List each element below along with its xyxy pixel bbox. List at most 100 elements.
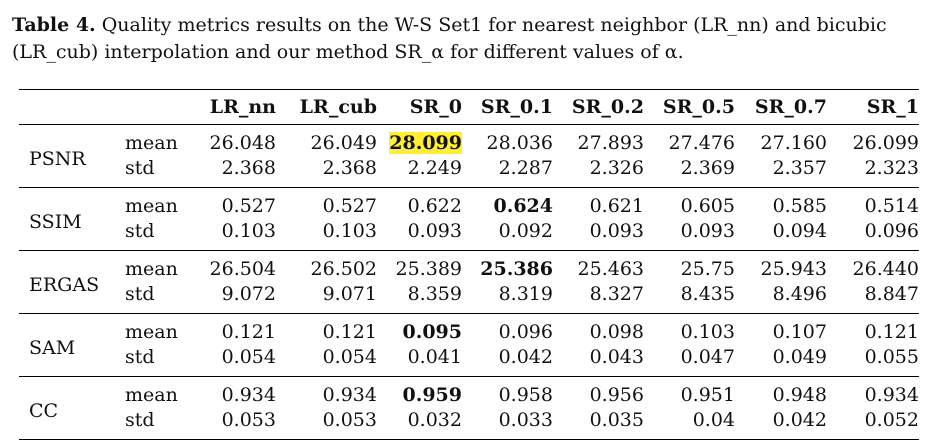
caption-label: Table 4. [12, 14, 96, 36]
stat-label: std [125, 219, 155, 242]
table-cell: 0.934 [322, 383, 377, 406]
table-cell: 0.103 [322, 219, 377, 242]
table-cell: 0.107 [772, 320, 827, 343]
table-cell: 0.041 [407, 345, 462, 368]
table-cell: 25.75 [680, 257, 735, 280]
table-cell: 0.042 [498, 345, 553, 368]
table-cell: 0.527 [221, 194, 276, 217]
table-cell: 25.463 [577, 257, 644, 280]
table-cell: 0.04 [692, 408, 735, 431]
table-cell: 0.585 [772, 194, 827, 217]
column-header: LR_cub [299, 96, 377, 118]
stat-label: mean [125, 383, 178, 406]
table-cell: 0.958 [498, 383, 553, 406]
table-cell: 0.033 [498, 408, 553, 431]
table-cell: 27.160 [760, 131, 827, 154]
table-cell: 8.319 [498, 282, 553, 305]
metric-group-cc: CC mean 0.934 0.934 0.959 0.958 0.956 0.… [19, 377, 919, 440]
best-value: 0.095 [402, 320, 463, 343]
table-cell: 0.055 [864, 345, 919, 368]
table-row: std 0.054 0.054 0.041 0.042 0.043 0.047 … [19, 344, 919, 377]
table-cell: 9.071 [322, 282, 377, 305]
table-cell: 27.476 [668, 131, 735, 154]
column-header: SR_1 [866, 96, 919, 118]
table-cell: 0.605 [680, 194, 735, 217]
table-cell: 0.042 [772, 408, 827, 431]
table-cell: 0.622 [407, 194, 462, 217]
table-cell: 0.093 [680, 219, 735, 242]
table-cell: 26.049 [310, 131, 377, 154]
best-value: 25.386 [480, 257, 553, 280]
table-cell: 0.035 [589, 408, 644, 431]
metric-label: SAM [29, 336, 76, 359]
table-cell: 0.121 [221, 320, 276, 343]
table-cell: 2.369 [680, 156, 735, 179]
stat-label: std [125, 408, 155, 431]
stat-label: std [125, 156, 155, 179]
table-row: std 2.368 2.368 2.249 2.287 2.326 2.369 … [19, 155, 919, 188]
best-value: 0.624 [493, 194, 554, 217]
header-row: LR_nn LR_cub SR_0 SR_0.1 SR_0.2 SR_0.5 S… [19, 89, 919, 125]
results-table: LR_nn LR_cub SR_0 SR_0.1 SR_0.2 SR_0.5 S… [19, 89, 919, 440]
metric-group-sam: SAM mean 0.121 0.121 0.095 0.096 0.098 0… [19, 314, 919, 377]
table-cell: 0.043 [589, 345, 644, 368]
column-header: SR_0.5 [662, 96, 735, 118]
table-cell: 0.098 [589, 320, 644, 343]
table-cell: 0.121 [864, 320, 919, 343]
table-cell: 0.951 [680, 383, 735, 406]
corner-cell [125, 90, 205, 125]
table-cell: 26.048 [209, 131, 276, 154]
column-header: SR_0 [409, 96, 462, 118]
table-cell: 2.326 [589, 156, 644, 179]
table-row: CC mean 0.934 0.934 0.959 0.958 0.956 0.… [19, 377, 919, 422]
table-cell: 0.096 [498, 320, 553, 343]
table-cell: 2.249 [407, 156, 462, 179]
table-cell: 0.093 [407, 219, 462, 242]
table-cell: 2.357 [772, 156, 827, 179]
table-cell: 0.121 [322, 320, 377, 343]
table-cell: 0.948 [772, 383, 827, 406]
column-header: SR_0.1 [480, 96, 553, 118]
table-row: std 9.072 9.071 8.359 8.319 8.327 8.435 … [19, 281, 919, 314]
best-value: 0.959 [402, 383, 463, 406]
metric-group-ssim: SSIM mean 0.527 0.527 0.622 0.624 0.621 … [19, 188, 919, 251]
table-cell: 0.096 [864, 219, 919, 242]
column-header: SR_0.2 [571, 96, 644, 118]
stat-label: mean [125, 131, 178, 154]
metric-label: ERGAS [29, 273, 100, 296]
table-cell: 26.099 [852, 131, 919, 154]
table-row: ERGAS mean 26.504 26.502 25.389 25.386 2… [19, 251, 919, 296]
table-cell: 0.934 [221, 383, 276, 406]
column-header: SR_0.7 [754, 96, 827, 118]
table-cell: 0.053 [322, 408, 377, 431]
table-cell: 0.053 [221, 408, 276, 431]
table-cell: 0.621 [589, 194, 644, 217]
table-cell: 2.368 [322, 156, 377, 179]
table-cell: 2.287 [498, 156, 553, 179]
table-caption: Table 4. Quality metrics results on the … [12, 12, 937, 66]
table-cell: 9.072 [221, 282, 276, 305]
table-cell: 0.054 [322, 345, 377, 368]
stat-label: std [125, 282, 155, 305]
table-cell: 8.435 [680, 282, 735, 305]
corner-cell [19, 90, 125, 125]
table-row: SSIM mean 0.527 0.527 0.622 0.624 0.621 … [19, 188, 919, 233]
table-cell: 0.092 [498, 219, 553, 242]
table-cell: 8.496 [772, 282, 827, 305]
metric-label: CC [29, 399, 59, 422]
table-cell: 0.093 [589, 219, 644, 242]
table-cell: 2.323 [864, 156, 919, 179]
table-cell: 2.368 [221, 156, 276, 179]
table-cell: 0.054 [221, 345, 276, 368]
table-cell: 0.103 [221, 219, 276, 242]
table-row: std 0.053 0.053 0.032 0.033 0.035 0.04 0… [19, 407, 919, 440]
best-value-highlighted: 28.099 [389, 131, 462, 154]
metric-label: PSNR [29, 147, 86, 170]
table-cell: 0.049 [772, 345, 827, 368]
table-cell: 27.893 [577, 131, 644, 154]
table-row: SAM mean 0.121 0.121 0.095 0.096 0.098 0… [19, 314, 919, 359]
table-cell: 8.847 [864, 282, 919, 305]
table-row: std 0.103 0.103 0.093 0.092 0.093 0.093 … [19, 218, 919, 251]
table-cell: 26.504 [209, 257, 276, 280]
stat-label: mean [125, 194, 178, 217]
